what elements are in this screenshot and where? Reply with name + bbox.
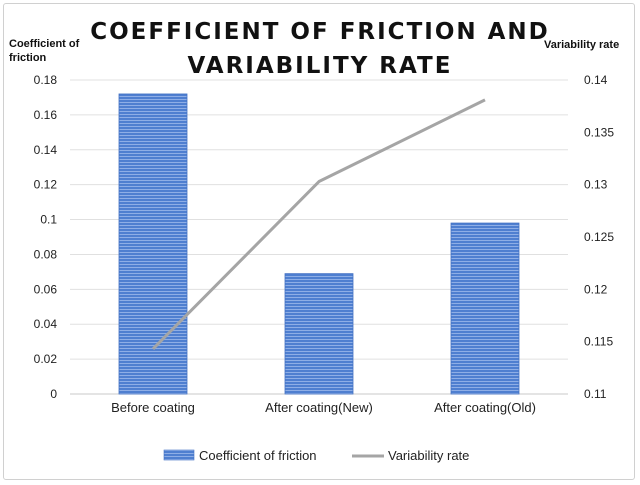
left-axis-tick-label: 0.02: [34, 352, 58, 366]
left-axis-tick-label: 0.04: [34, 317, 58, 331]
right-axis-tick-label: 0.11: [584, 387, 607, 401]
right-axis-tick-label: 0.135: [584, 125, 614, 139]
bar: [450, 222, 520, 395]
category-label: After coating(Old): [434, 400, 536, 415]
right-axis-tick-label: 0.13: [584, 178, 608, 192]
bar: [118, 93, 188, 395]
chart-title-line-1: COEFFICIENT OF FRICTION AND: [90, 19, 550, 45]
left-axis-tick-label: 0: [50, 387, 57, 401]
right-axis-tick-label: 0.125: [584, 230, 614, 244]
left-axis-tick-label: 0.14: [34, 143, 58, 157]
right-axis-tick-label: 0.12: [584, 282, 608, 296]
right-axis-tick-label: 0.14: [584, 73, 608, 87]
chart-frame: [3, 3, 635, 480]
left-axis-tick-label: 0.1: [40, 213, 57, 227]
left-axis-tick-label: 0.18: [34, 73, 58, 87]
category-label: Before coating: [111, 400, 195, 415]
legend-bar-swatch: [163, 449, 195, 461]
left-axis-title: Coefficient of friction: [9, 38, 80, 64]
category-label: After coating(New): [265, 400, 373, 415]
left-axis-tick-label: 0.08: [34, 247, 58, 261]
left-axis-tick-label: 0.06: [34, 282, 58, 296]
legend-line-label: Variability rate: [388, 448, 469, 463]
left-axis-tick-label: 0.16: [34, 108, 58, 122]
right-axis-title: Variability rate: [544, 39, 620, 51]
legend-bar-label: Coefficient of friction: [199, 448, 317, 463]
left-axis-tick-label: 0.12: [34, 178, 58, 192]
chart-title-line-2: VARIABILITY RATE: [187, 53, 453, 79]
bar: [284, 273, 354, 395]
right-axis-tick-label: 0.115: [584, 335, 613, 349]
variability-rate-line: [151, 98, 486, 351]
